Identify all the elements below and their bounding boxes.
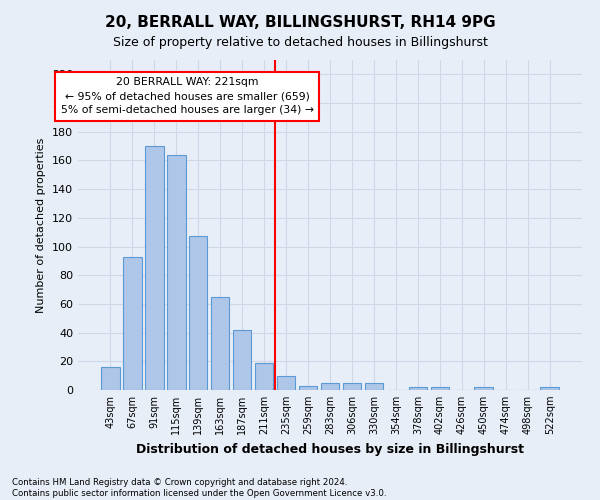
Bar bbox=[167, 154, 185, 390]
Text: 20 BERRALL WAY: 221sqm
← 95% of detached houses are smaller (659)
5% of semi-det: 20 BERRALL WAY: 221sqm ← 95% of detached… bbox=[61, 77, 314, 115]
Bar bbox=[541, 387, 559, 390]
Bar bbox=[431, 387, 449, 390]
Bar bbox=[475, 387, 493, 390]
Bar bbox=[277, 376, 295, 390]
Bar bbox=[211, 296, 229, 390]
Bar bbox=[145, 146, 164, 390]
Bar bbox=[320, 383, 340, 390]
Text: Size of property relative to detached houses in Billingshurst: Size of property relative to detached ho… bbox=[113, 36, 487, 49]
Bar bbox=[409, 387, 427, 390]
Text: Contains HM Land Registry data © Crown copyright and database right 2024.
Contai: Contains HM Land Registry data © Crown c… bbox=[12, 478, 386, 498]
Bar bbox=[233, 330, 251, 390]
Bar bbox=[299, 386, 317, 390]
Bar bbox=[101, 367, 119, 390]
Bar bbox=[365, 383, 383, 390]
Y-axis label: Number of detached properties: Number of detached properties bbox=[37, 138, 46, 312]
Bar bbox=[343, 383, 361, 390]
Bar bbox=[255, 362, 274, 390]
X-axis label: Distribution of detached houses by size in Billingshurst: Distribution of detached houses by size … bbox=[136, 442, 524, 456]
Text: 20, BERRALL WAY, BILLINGSHURST, RH14 9PG: 20, BERRALL WAY, BILLINGSHURST, RH14 9PG bbox=[104, 15, 496, 30]
Bar bbox=[123, 256, 142, 390]
Bar bbox=[189, 236, 208, 390]
